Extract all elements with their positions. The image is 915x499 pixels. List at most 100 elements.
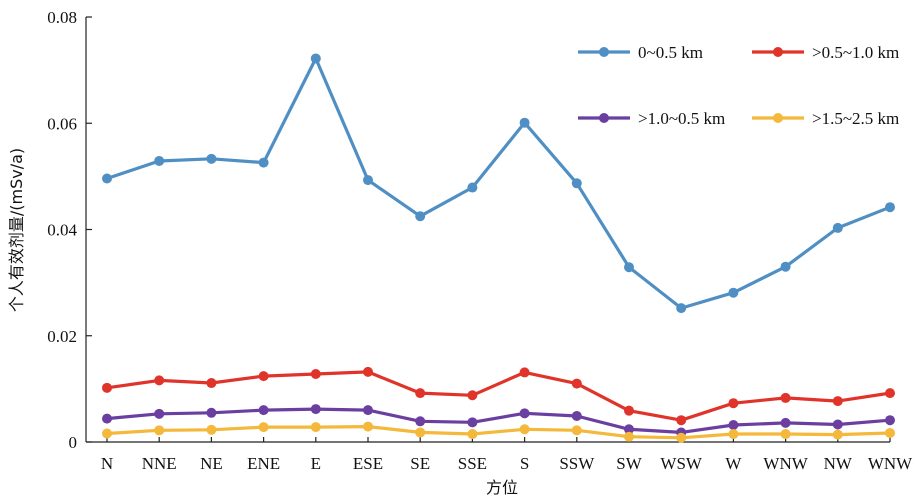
- data-point: [728, 420, 739, 430]
- data-point: [885, 427, 895, 438]
- data-point: [519, 408, 530, 419]
- data-point: [363, 366, 373, 377]
- y-tick-label: 0.04: [47, 221, 77, 240]
- x-tick-label: WNW: [763, 454, 808, 473]
- y-tick-label: 0: [69, 433, 78, 452]
- x-tick-label: NNE: [142, 454, 177, 473]
- x-tick-label: NE: [200, 454, 223, 473]
- data-point: [571, 178, 582, 189]
- data-point: [467, 182, 478, 193]
- data-point: [415, 427, 426, 438]
- legend-swatch-marker: [599, 47, 609, 57]
- y-tick-label: 0.06: [47, 114, 77, 133]
- data-point: [310, 422, 321, 433]
- data-point: [624, 262, 634, 273]
- x-tick-label: E: [311, 454, 321, 473]
- data-point: [102, 428, 112, 439]
- legend-label: 0~0.5 km: [638, 43, 703, 62]
- data-point: [885, 202, 895, 213]
- x-axis-label: 方位: [486, 478, 518, 497]
- data-point: [102, 173, 112, 184]
- x-axis-ticks: N NNE NE ENE E ESE SE SSE S SSW SW WSW W WNW NW WNW: [101, 437, 913, 473]
- data-point: [206, 424, 217, 435]
- legend-swatch-marker: [773, 47, 783, 57]
- data-point: [154, 155, 165, 166]
- x-tick-label: S: [520, 454, 529, 473]
- data-point: [571, 410, 582, 421]
- data-point: [832, 419, 843, 430]
- y-tick-label: 0.08: [47, 8, 77, 27]
- data-point: [206, 153, 217, 164]
- data-point: [832, 222, 843, 233]
- data-point: [310, 404, 321, 415]
- data-point: [102, 382, 112, 393]
- data-point: [102, 413, 112, 424]
- data-point: [780, 417, 791, 428]
- x-tick-label: SSW: [559, 454, 595, 473]
- x-tick-label: SSE: [458, 454, 487, 473]
- x-tick-label: W: [725, 454, 742, 473]
- data-point: [728, 429, 739, 440]
- legend-swatch-marker: [599, 113, 609, 123]
- data-point: [832, 396, 843, 407]
- data-point: [728, 287, 739, 298]
- legend-item: >1.5~2.5 km: [752, 109, 899, 128]
- legend-label: >1.5~2.5 km: [812, 109, 899, 128]
- x-tick-label: N: [101, 454, 113, 473]
- data-point: [571, 378, 582, 389]
- data-point: [885, 388, 895, 399]
- series-group: [102, 53, 895, 443]
- data-point: [415, 211, 426, 222]
- x-tick-label: SE: [410, 454, 430, 473]
- data-point: [415, 416, 426, 427]
- legend: 0~0.5 km >0.5~1.0 km >1.0~0.5 km >1.5~2.5 k…: [578, 43, 899, 128]
- legend-swatch-marker: [773, 113, 783, 123]
- data-point: [363, 405, 373, 416]
- data-point: [310, 53, 321, 64]
- data-point: [363, 421, 373, 432]
- legend-item: 0~0.5 km: [578, 43, 703, 62]
- data-point: [780, 429, 791, 440]
- data-point: [780, 392, 791, 403]
- data-point: [519, 424, 530, 435]
- data-point: [310, 369, 321, 379]
- legend-label: >1.0~0.5 km: [638, 109, 725, 128]
- y-axis-ticks: 0 0.02 0.04 0.06 0.08: [47, 8, 92, 452]
- x-tick-label: NW: [824, 454, 853, 473]
- axes: [85, 17, 890, 443]
- data-point: [258, 422, 269, 433]
- y-axis-label: 个人有效剂量/(mSv/a): [7, 148, 26, 312]
- data-point: [676, 415, 687, 426]
- data-point: [467, 417, 478, 428]
- series-2: [102, 366, 895, 426]
- y-tick-label: 0.02: [47, 327, 77, 346]
- x-tick-label: SW: [616, 454, 642, 473]
- data-point: [780, 261, 791, 272]
- data-point: [832, 429, 843, 440]
- series-line: [106, 407, 891, 434]
- series-line: [106, 425, 891, 440]
- data-point: [258, 157, 269, 168]
- data-point: [728, 398, 739, 409]
- data-point: [363, 175, 373, 186]
- data-point: [676, 432, 687, 443]
- data-point: [154, 375, 165, 386]
- series-1: [102, 53, 895, 314]
- legend-item: >0.5~1.0 km: [752, 43, 899, 62]
- data-point: [676, 303, 687, 314]
- data-point: [467, 429, 478, 440]
- data-point: [258, 371, 269, 382]
- data-point: [624, 431, 634, 442]
- data-point: [885, 415, 895, 426]
- data-point: [258, 405, 269, 416]
- data-point: [154, 425, 165, 436]
- series-3: [102, 404, 895, 438]
- data-point: [519, 367, 530, 378]
- data-point: [154, 408, 165, 419]
- data-point: [206, 407, 217, 418]
- x-tick-label: ENE: [247, 454, 280, 473]
- x-tick-label: ESE: [353, 454, 383, 473]
- data-point: [415, 388, 426, 399]
- series-line: [106, 370, 891, 422]
